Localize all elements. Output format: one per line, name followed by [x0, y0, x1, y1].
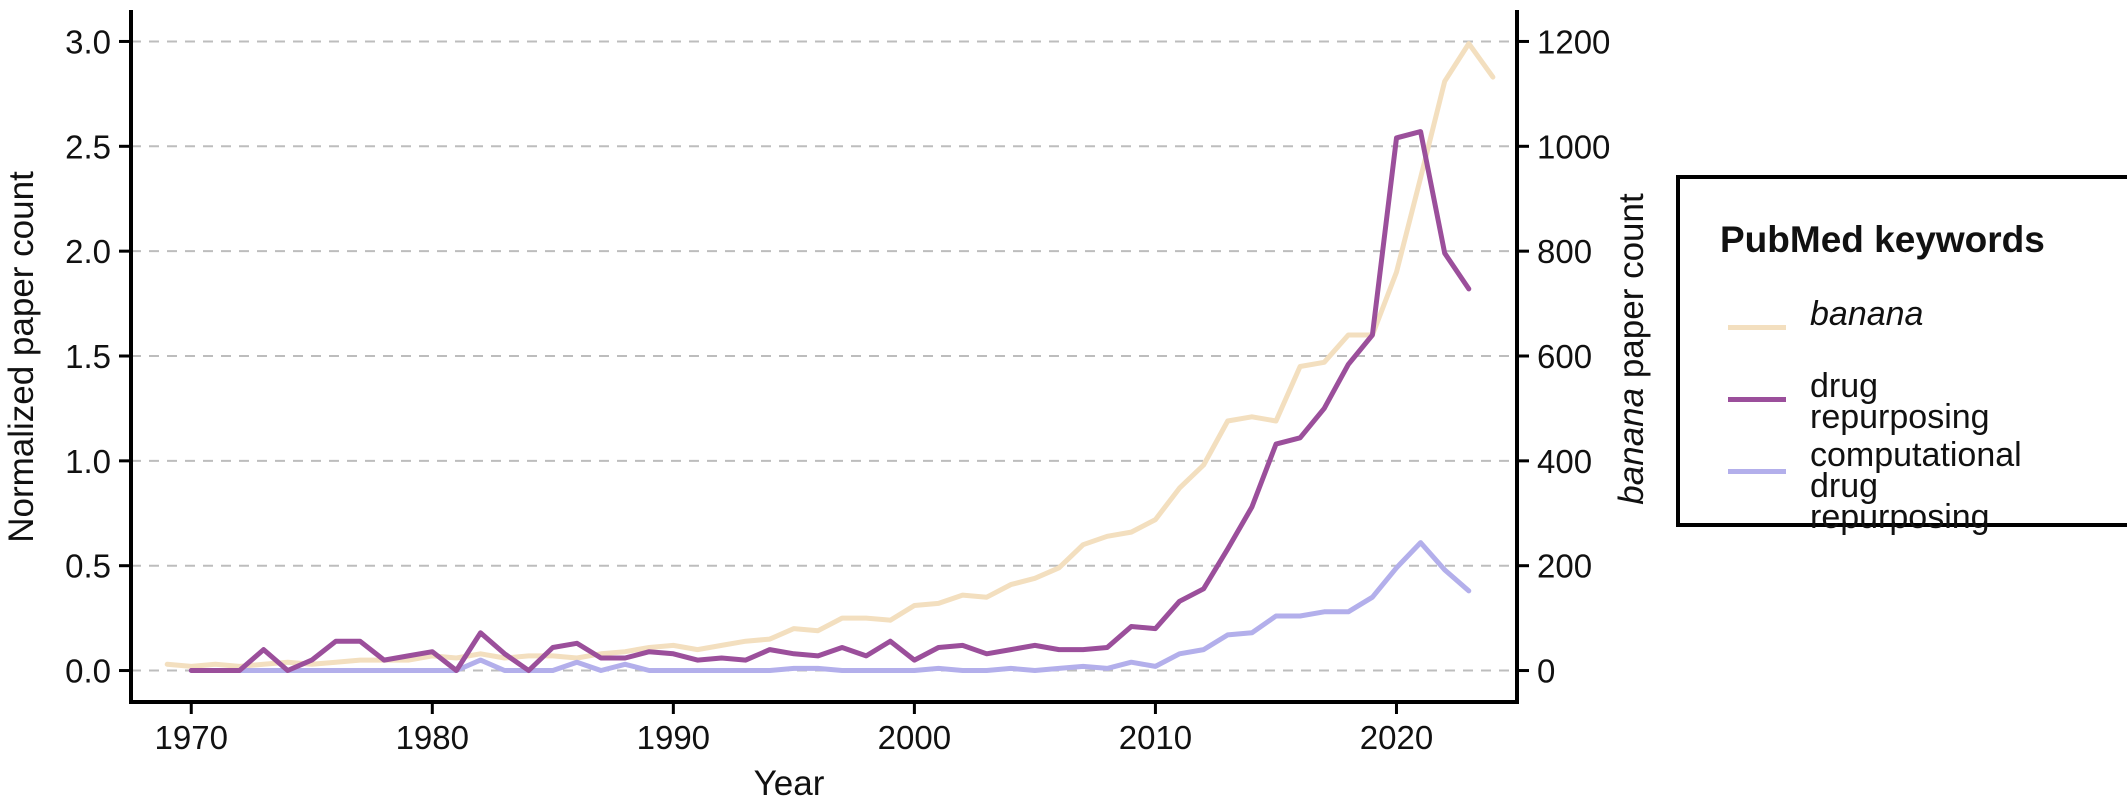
legend-swatch-drug-repurposing: [1728, 397, 1786, 402]
x-tick-label: 1980: [396, 719, 469, 756]
legend-label-drug-repurposing: drug repurposing: [1810, 367, 1990, 436]
y-right-tick-label: 800: [1537, 233, 1592, 270]
legend-label-banana: banana: [1810, 295, 1924, 333]
ticks: 0.0 0.5 1.0 1.5 2.0 2.5 3.0 0 200 400 600 800 1000 12…: [65, 23, 1610, 756]
y-tick-label: 0.5: [65, 548, 111, 585]
series-lines: [164, 41, 1496, 673]
y-right-tick-label: 0: [1537, 653, 1555, 690]
legend-swatch-computational-drug-repurposing: [1728, 469, 1786, 474]
y-tick-label: 2.0: [65, 233, 111, 270]
y-tick-label: 2.5: [65, 128, 111, 165]
y-axis-title: Normalized paper count: [2, 171, 41, 543]
series-line-computational-drug-repurposing: [188, 540, 1472, 673]
gridlines: [131, 40, 1517, 672]
x-tick-label: 1970: [155, 719, 228, 756]
x-axis-title: Year: [754, 764, 825, 803]
legend-swatch-banana: [1728, 325, 1786, 330]
y-tick-label: 1.0: [65, 443, 111, 480]
series-line-drug-repurposing: [188, 129, 1472, 673]
y-axis-right-title: banana paper count: [1612, 193, 1651, 505]
y-right-tick-label: 1000: [1537, 128, 1610, 165]
x-tick-label: 2010: [1119, 719, 1192, 756]
legend-title: PubMed keywords: [1720, 219, 2045, 260]
legend-label-computational-drug-repurposing: computational drug repurposing: [1810, 436, 2022, 536]
y-tick-label: 0.0: [65, 653, 111, 690]
y-right-tick-label: 200: [1537, 548, 1592, 585]
y-tick-label: 3.0: [65, 23, 111, 60]
y-right-tick-label: 600: [1537, 338, 1592, 375]
x-tick-label: 2020: [1360, 719, 1433, 756]
legend: PubMed keywords banana drug repurposing …: [1676, 175, 2127, 534]
x-tick-label: 2000: [878, 719, 951, 756]
y-right-tick-label: 400: [1537, 443, 1592, 480]
y-axis-right-title-text: paper count: [1612, 193, 1651, 378]
y-axis-right-title-italic: banana: [1612, 388, 1651, 505]
y-tick-label: 1.5: [65, 338, 111, 375]
x-tick-label: 1990: [637, 719, 710, 756]
y-right-tick-label: 1200: [1537, 23, 1610, 60]
